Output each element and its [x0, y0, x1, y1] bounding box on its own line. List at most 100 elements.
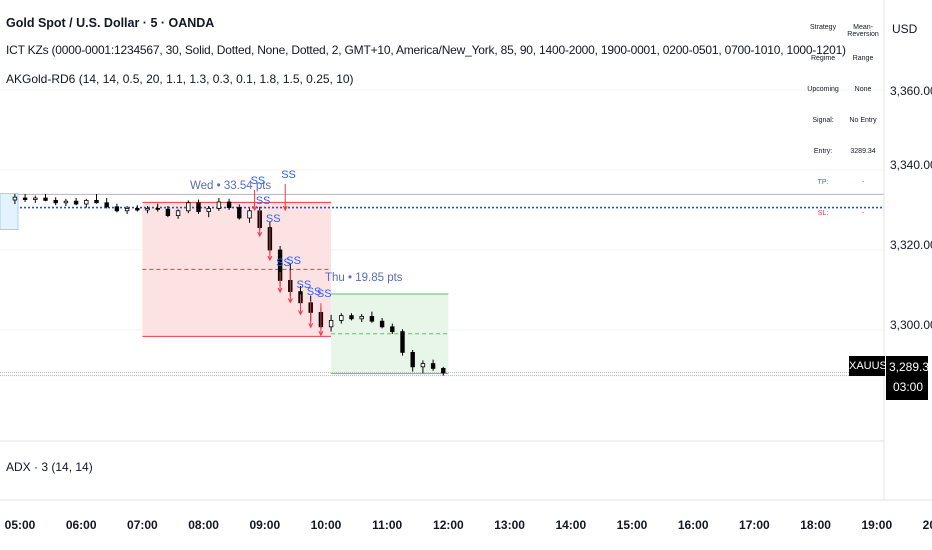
sell-arrow-head — [318, 330, 324, 337]
candle-down — [349, 315, 354, 320]
candle-up — [145, 207, 150, 211]
info-value: None — [854, 86, 872, 93]
bar-countdown: 03:00 — [893, 380, 924, 394]
candle-down — [237, 207, 242, 219]
sell-signal-label: SS — [316, 288, 332, 301]
time-tick-label: 11:00 — [372, 518, 403, 532]
info-value: - — [861, 179, 865, 186]
symbol-tag: XAUUSD — [849, 356, 895, 376]
session-boxes — [142, 201, 449, 375]
time-tick-label: 08:00 — [188, 518, 219, 532]
price-tick-label: 3,320.000 — [890, 238, 932, 252]
time-tick-label: 12:00 — [433, 518, 464, 532]
sell-signal-arrows — [252, 184, 324, 337]
candle-up — [328, 319, 334, 328]
time-tick-label: 17:00 — [739, 518, 770, 532]
price-tick-label: 3,300.000 — [890, 318, 932, 332]
candle-up — [84, 199, 89, 205]
time-tick-label: 20:00 — [922, 518, 932, 532]
info-row-signal: Signal: No Entry — [804, 117, 884, 148]
indicator-akgold[interactable]: AKGold-RD6 (14, 14, 0.5, 20, 1.1, 1.3, 0… — [6, 72, 354, 86]
candle-down — [226, 201, 232, 208]
info-key: TP: — [817, 179, 829, 186]
candle-up — [175, 210, 181, 217]
sell-arrow-head — [252, 205, 258, 212]
candle-down — [53, 199, 58, 204]
candle-down — [441, 367, 446, 374]
candle-up — [12, 196, 18, 201]
info-row-entry: Entry: 3289.34 — [804, 148, 884, 179]
sell-signal-label: SS — [276, 257, 291, 269]
info-key: Entry: — [813, 148, 833, 155]
sell-signal-label: SS — [296, 279, 312, 292]
candle-down — [43, 197, 48, 201]
candle-down — [390, 326, 395, 332]
time-tick-label: 13:00 — [494, 518, 525, 532]
candle-up — [124, 207, 130, 212]
sell-signal-label: SS — [306, 286, 322, 299]
info-value: Range — [852, 55, 874, 62]
info-key: Upcoming — [807, 86, 839, 93]
info-value: 3289.34 — [850, 148, 876, 155]
sell-signal-label: SS — [286, 255, 301, 268]
candle-up — [33, 197, 38, 201]
candle-up — [63, 200, 69, 204]
info-row-sl: SL: - — [804, 210, 884, 241]
candle-down — [165, 208, 171, 216]
info-value: Mean-Reversion — [847, 24, 879, 38]
info-key: Signal: — [812, 117, 834, 124]
sell-arrow-head — [287, 298, 293, 304]
sell-arrow-head — [308, 322, 314, 329]
sell-arrow-head — [277, 287, 283, 294]
info-row-regime: Regime Range — [804, 55, 884, 86]
time-tick-label: 05:00 — [4, 518, 36, 532]
time-tick-label: 16:00 — [677, 518, 709, 532]
candle-up — [339, 315, 344, 321]
info-key: Strategy — [810, 24, 837, 31]
candle-down — [135, 207, 140, 211]
indicator-ict-kzs[interactable]: ICT KZs (0000-0001:1234567, 30, Solid, D… — [6, 43, 846, 57]
candle-down — [400, 331, 405, 353]
candle-down — [22, 197, 28, 201]
info-value: No Entry — [849, 117, 877, 124]
sell-signal-label: SS — [250, 175, 266, 187]
time-tick-label: 14:00 — [555, 518, 587, 532]
candle-up — [247, 210, 252, 219]
candle-down — [114, 206, 120, 212]
candle-down — [155, 207, 160, 210]
price-tick-label: 3,340.000 — [890, 158, 932, 172]
info-key: SL: — [817, 210, 829, 217]
info-row-tp: TP: - — [804, 179, 884, 210]
sell-arrow-head — [282, 205, 288, 212]
candle-down — [94, 199, 99, 204]
candle-down — [104, 202, 109, 208]
candle-down — [196, 202, 201, 213]
candle-up — [186, 202, 191, 212]
time-tick-label: 09:00 — [249, 518, 281, 532]
thu-session-label: Thu • 19.85 pts — [325, 272, 403, 284]
adx-indicator-label[interactable]: ADX · 3 (14, 14) — [6, 460, 93, 474]
wed-session-label: Wed • 33.54 pts — [190, 180, 272, 192]
currency-label[interactable]: USD — [892, 22, 918, 36]
chart-title[interactable]: Gold Spot / U.S. Dollar · 5 · OANDA — [6, 16, 215, 30]
sell-signal-label: SS — [281, 169, 296, 181]
candle-up — [216, 201, 222, 209]
sell-arrow-head — [257, 231, 263, 238]
info-key: Regime — [810, 55, 836, 62]
sell-signal-label: SS — [255, 195, 271, 207]
left-edge-box — [0, 193, 19, 231]
info-row-upcoming: Upcoming None — [804, 86, 884, 117]
candle-up — [206, 207, 211, 212]
time-tick-label: 07:00 — [127, 518, 158, 532]
strategy-info-table: Strategy Mean-Reversion Regime Range Upcom… — [804, 24, 884, 241]
candle-down — [430, 363, 436, 369]
time-tick-label: 06:00 — [65, 518, 97, 532]
price-tick-label: 3,360.000 — [890, 84, 932, 98]
time-tick-label: 10:00 — [310, 518, 342, 532]
last-price: 3,289.335 — [889, 360, 932, 374]
time-tick-label: 18:00 — [800, 518, 831, 532]
candle-down — [410, 351, 415, 368]
reference-lines — [0, 193, 884, 377]
sell-signal-label: SS — [265, 213, 281, 225]
